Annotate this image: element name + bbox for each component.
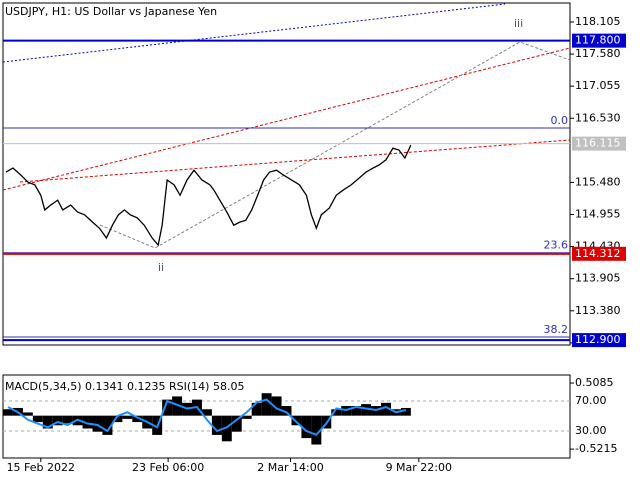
price-line-series: [5, 144, 412, 247]
y-tick-label: 114.955: [575, 208, 621, 221]
macd-bar: [361, 404, 372, 416]
x-tick-label: 15 Feb 2022: [7, 461, 75, 474]
macd-bar: [271, 396, 282, 416]
y-tick-label: 118.105: [575, 15, 621, 28]
macd-bar: [122, 415, 133, 419]
y-tick-label: 117.055: [575, 79, 621, 92]
macd-bar: [261, 393, 272, 416]
macd-bar: [62, 415, 73, 424]
y-tick-label: 113.380: [575, 304, 621, 317]
macd-bar: [231, 415, 242, 432]
fib-label: 0.0: [551, 114, 569, 127]
macd-bar: [221, 415, 232, 442]
macd-bar: [301, 415, 312, 439]
y-tick-label: 0.5085: [575, 376, 614, 389]
price-label-box: [572, 246, 626, 261]
price-label: 117.800: [575, 34, 621, 47]
macd-bar: [351, 406, 362, 416]
wave-label: ii: [158, 261, 164, 274]
y-tick-label: 117.580: [575, 47, 621, 60]
price-label: 114.312: [575, 247, 621, 260]
trend-line: [2, 47, 571, 191]
macd-bar: [22, 412, 33, 416]
y-tick-label: 116.530: [575, 111, 621, 124]
macd-bar: [172, 396, 183, 416]
price-label: 116.115: [575, 137, 621, 150]
macd-bar: [3, 409, 13, 416]
price-label-box: [572, 33, 626, 48]
macd-bar: [42, 415, 53, 429]
macd-bar: [112, 415, 123, 423]
macd-bar: [381, 402, 391, 416]
wave-path: [99, 41, 571, 249]
x-tick-label: 9 Mar 22:00: [386, 461, 452, 474]
macd-bar: [331, 409, 342, 416]
macd-bar: [102, 415, 113, 435]
price-label: 112.900: [575, 333, 621, 346]
fib-label: 38.2: [544, 323, 569, 336]
macd-bar: [400, 407, 411, 416]
chart-title: USDJPY, H1: US Dollar vs Japanese Yen: [5, 5, 217, 18]
macd-bar: [311, 415, 322, 445]
macd-bar: [92, 415, 103, 432]
macd-bar: [251, 402, 262, 416]
macd-bar: [52, 415, 63, 426]
macd-bar: [211, 415, 222, 435]
y-tick-label: 113.905: [575, 272, 621, 285]
x-tick-label: 2 Mar 14:00: [257, 461, 323, 474]
rsi-line: [7, 398, 407, 436]
indicator-title: MACD(5,34,5) 0.1341 0.1235 RSI(14) 58.05: [5, 380, 244, 393]
x-tick-label: 23 Feb 06:00: [132, 461, 204, 474]
macd-bar: [201, 409, 212, 416]
price-label-box: [572, 333, 626, 348]
y2-tick-label: 30.00: [575, 424, 607, 437]
macd-bar: [291, 415, 302, 426]
macd-bar: [132, 415, 143, 423]
trend-line: [19, 139, 571, 183]
macd-bar: [32, 415, 43, 423]
wave-label: iii: [514, 17, 523, 30]
main-panel: [2, 2, 571, 346]
macd-bar: [281, 406, 292, 416]
y-tick-label: 115.480: [575, 175, 621, 188]
y-tick-label: -0.5215: [575, 442, 617, 455]
price-label-box: [572, 136, 626, 151]
macd-bar: [241, 415, 252, 419]
trend-line: [2, 3, 506, 63]
macd-bar: [82, 415, 93, 429]
macd-bar: [162, 399, 173, 416]
y2-tick-label: 70.00: [575, 394, 607, 407]
indicator-panel: [2, 374, 571, 459]
fib-label: 23.6: [544, 239, 569, 252]
